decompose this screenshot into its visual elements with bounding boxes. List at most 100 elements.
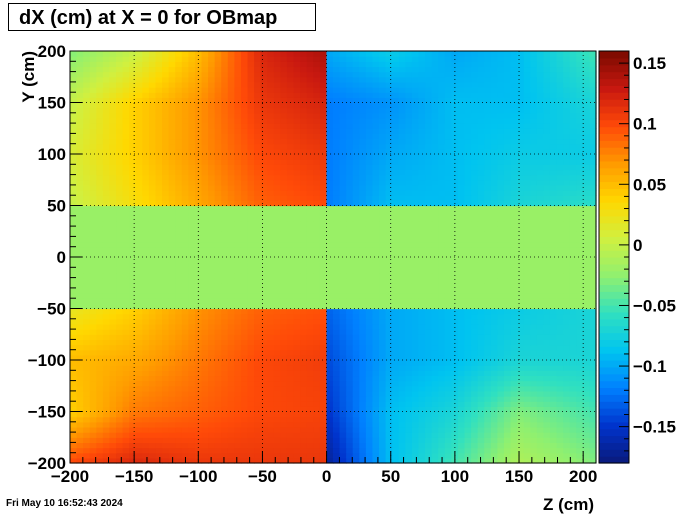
heatmap-cell	[333, 416, 341, 423]
heatmap-cell	[569, 308, 577, 315]
heatmap-cell	[247, 143, 255, 150]
heatmap-cell	[260, 344, 268, 351]
heatmap-cell	[89, 437, 97, 443]
heatmap-cell	[543, 241, 551, 248]
heatmap-cell	[477, 432, 485, 438]
heatmap-cell	[181, 267, 189, 274]
heatmap-cell	[589, 339, 597, 346]
heatmap-cell	[168, 241, 176, 248]
heatmap-cell	[339, 277, 347, 284]
heatmap-cell	[273, 334, 281, 340]
heatmap-cell	[398, 226, 406, 232]
heatmap-cell	[398, 406, 406, 413]
heatmap-cell	[471, 421, 479, 428]
heatmap-cell	[181, 447, 189, 454]
heatmap-cell	[398, 236, 406, 243]
heatmap-cell	[589, 349, 597, 356]
heatmap-cell	[313, 246, 321, 253]
heatmap-cell	[543, 231, 551, 237]
heatmap-cell	[221, 406, 229, 413]
heatmap-cell	[418, 154, 426, 160]
heatmap-cell	[254, 184, 262, 191]
heatmap-cell	[444, 370, 452, 377]
heatmap-cell	[188, 416, 196, 423]
heatmap-cell	[339, 293, 347, 299]
heatmap-cell	[425, 184, 433, 191]
heatmap-cell	[333, 329, 341, 335]
heatmap-cell	[379, 272, 387, 279]
heatmap-cell	[569, 251, 577, 258]
heatmap-cell	[234, 385, 242, 392]
heatmap-cell	[116, 220, 124, 227]
heatmap-cell	[543, 159, 551, 165]
heatmap-cell	[352, 267, 360, 274]
heatmap-cell	[260, 390, 268, 397]
heatmap-cell	[175, 318, 183, 325]
heatmap-cell	[536, 293, 545, 299]
heatmap-cell	[240, 390, 249, 397]
heatmap-cell	[234, 138, 242, 145]
heatmap-cell	[293, 241, 301, 248]
heatmap-cell	[365, 452, 374, 459]
heatmap-cell	[102, 318, 111, 325]
heatmap-cell	[464, 154, 472, 160]
heatmap-cell	[168, 226, 176, 232]
heatmap-cell	[398, 231, 406, 237]
heatmap-cell	[339, 432, 347, 438]
heatmap-cell	[122, 447, 130, 454]
heatmap-cell	[569, 349, 577, 356]
heatmap-cell	[240, 282, 249, 289]
heatmap-cell	[175, 308, 183, 315]
heatmap-cell	[451, 303, 459, 310]
heatmap-cell	[267, 432, 275, 438]
heatmap-cell	[300, 334, 308, 340]
heatmap-cell	[510, 277, 518, 284]
heatmap-cell	[148, 251, 157, 258]
heatmap-cell	[530, 257, 538, 263]
heatmap-cell	[517, 298, 525, 304]
heatmap-cell	[438, 416, 446, 423]
heatmap-cell	[89, 241, 97, 248]
heatmap-cell	[484, 323, 492, 330]
heatmap-cell	[385, 318, 393, 325]
heatmap-cell	[490, 174, 498, 181]
heatmap-cell	[326, 380, 334, 387]
heatmap-cell	[510, 365, 518, 371]
heatmap-cell	[569, 143, 577, 150]
heatmap-cell	[260, 231, 268, 237]
heatmap-cell	[96, 195, 104, 201]
heatmap-cell	[83, 205, 91, 212]
heatmap-cell	[339, 323, 347, 330]
heatmap-cell	[339, 349, 347, 356]
heatmap-cell	[83, 143, 91, 150]
heatmap-cell	[326, 231, 334, 237]
heatmap-cell	[517, 257, 525, 263]
heatmap-cell	[267, 159, 275, 165]
heatmap-cell	[181, 344, 189, 351]
heatmap-cell	[83, 390, 91, 397]
heatmap-cell	[549, 251, 558, 258]
heatmap-cell	[477, 370, 485, 377]
heatmap-cell	[497, 287, 505, 294]
heatmap-cell	[411, 416, 420, 423]
heatmap-cell	[175, 313, 183, 320]
heatmap-cell	[392, 298, 400, 304]
heatmap-cell	[319, 154, 328, 160]
heatmap-cell	[372, 370, 380, 377]
heatmap-cell	[109, 298, 117, 304]
heatmap-cell	[221, 437, 229, 443]
heatmap-cell	[411, 195, 420, 201]
heatmap-cell	[359, 416, 367, 423]
heatmap-cell	[503, 344, 512, 351]
heatmap-cell	[503, 308, 512, 315]
heatmap-cell	[490, 298, 498, 304]
heatmap-cell	[510, 236, 518, 243]
heatmap-cell	[234, 375, 242, 382]
heatmap-cell	[201, 447, 209, 454]
heatmap-cell	[464, 432, 472, 438]
heatmap-cell	[129, 262, 137, 268]
heatmap-cell	[267, 184, 275, 191]
heatmap-cell	[326, 282, 334, 289]
heatmap-cell	[162, 154, 170, 160]
